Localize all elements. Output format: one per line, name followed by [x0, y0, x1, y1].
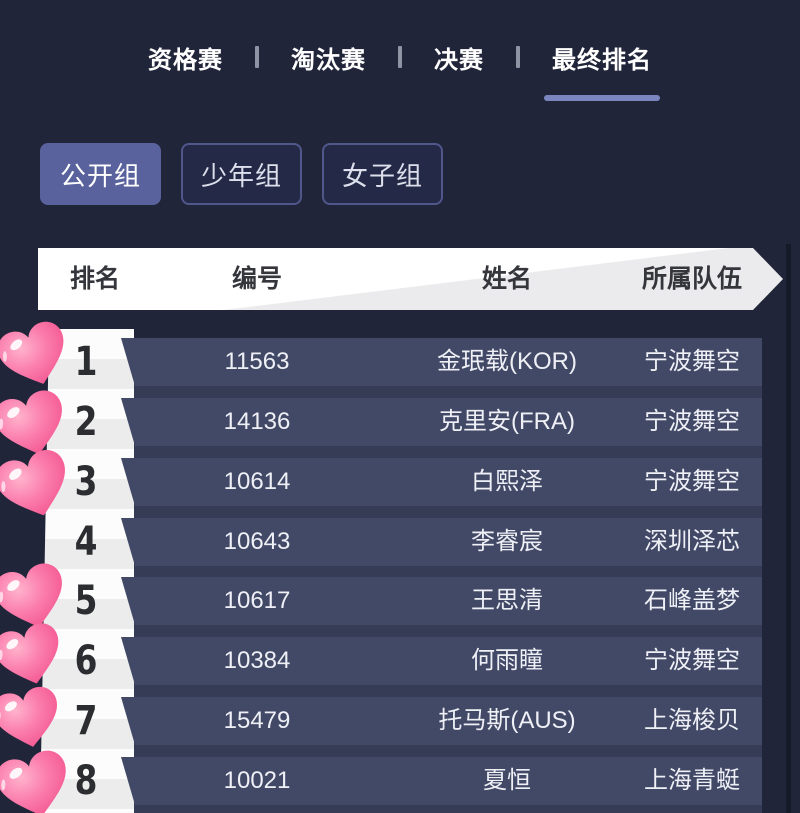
team-cell: 上海青蜓 — [644, 767, 740, 794]
name-cell: 金珉载(KOR) — [437, 348, 577, 375]
table-row[interactable]: 10643 李睿宸 深圳泽芯 — [121, 518, 762, 566]
number-cell: 10021 — [223, 767, 291, 794]
name-cell: 克里安(FRA) — [439, 408, 575, 435]
rank-cell: 7 — [74, 698, 98, 744]
table-row[interactable]: 15479 托马斯(AUS) 上海梭贝 — [121, 697, 762, 745]
header-name: 姓名 — [481, 265, 532, 293]
table-row[interactable]: 14136 克里安(FRA) 宁波舞空 — [121, 398, 762, 446]
tab-3[interactable]: 决赛 — [434, 46, 484, 74]
tab-4[interactable]: 最终排名 — [544, 40, 660, 101]
team-cell: 宁波舞空 — [644, 408, 740, 435]
table-row[interactable]: 10384 何雨瞳 宁波舞空 — [121, 637, 762, 685]
header-number: 编号 — [231, 265, 282, 293]
header-rank: 排名 — [69, 265, 120, 293]
number-cell: 10384 — [223, 647, 291, 674]
team-cell: 石峰盖梦 — [644, 587, 740, 614]
header-team: 所属队伍 — [641, 265, 742, 293]
number-cell: 10614 — [223, 468, 291, 495]
team-cell: 宁波舞空 — [644, 348, 740, 375]
tab-separator — [398, 46, 402, 68]
tab-1[interactable]: 资格赛 — [148, 46, 223, 74]
race-stage-tabs: 资格赛 淘汰赛 决赛 最终排名 — [0, 40, 800, 101]
number-cell: 10617 — [223, 587, 291, 614]
number-cell: 10643 — [223, 528, 291, 555]
right-edge-line — [786, 244, 791, 813]
name-cell: 王思清 — [471, 587, 543, 614]
team-cell: 宁波舞空 — [644, 647, 740, 674]
rank-cell: 3 — [74, 459, 98, 505]
table-row[interactable]: 10021 夏恒 上海青蜓 — [121, 757, 762, 805]
tab-separator — [516, 46, 520, 68]
number-cell: 14136 — [223, 408, 291, 435]
group-button-3[interactable]: 女子组 — [322, 143, 444, 205]
rank-cell: 4 — [74, 519, 98, 565]
name-cell: 托马斯(AUS) — [438, 707, 576, 734]
group-button-2[interactable]: 少年组 — [181, 143, 303, 205]
team-cell: 宁波舞空 — [644, 468, 740, 495]
name-cell: 李睿宸 — [471, 528, 543, 555]
group-button-1[interactable]: 公开组 — [40, 143, 162, 205]
number-cell: 15479 — [223, 707, 291, 734]
name-cell: 何雨瞳 — [471, 647, 543, 674]
number-cell: 11563 — [224, 348, 290, 375]
table-row[interactable]: 11563 金珉载(KOR) 宁波舞空 — [121, 338, 762, 386]
name-cell: 白熙泽 — [471, 468, 543, 495]
group-filter-buttons: 公开组 少年组 女子组 — [40, 143, 444, 205]
rank-cell: 2 — [74, 399, 98, 445]
rank-cell: 5 — [74, 578, 98, 624]
team-cell: 深圳泽芯 — [644, 528, 740, 555]
table-row[interactable]: 10617 王思清 石峰盖梦 — [121, 577, 762, 625]
team-cell: 上海梭贝 — [644, 707, 740, 734]
table-row[interactable]: 10614 白熙泽 宁波舞空 — [121, 458, 762, 506]
rank-cell: 6 — [74, 638, 98, 684]
tab-2[interactable]: 淘汰赛 — [291, 46, 366, 74]
tab-separator — [255, 46, 259, 68]
table-header-banner — [38, 248, 783, 310]
name-cell: 夏恒 — [483, 767, 531, 794]
rank-cell: 1 — [74, 339, 98, 385]
rank-cell: 8 — [74, 758, 98, 804]
